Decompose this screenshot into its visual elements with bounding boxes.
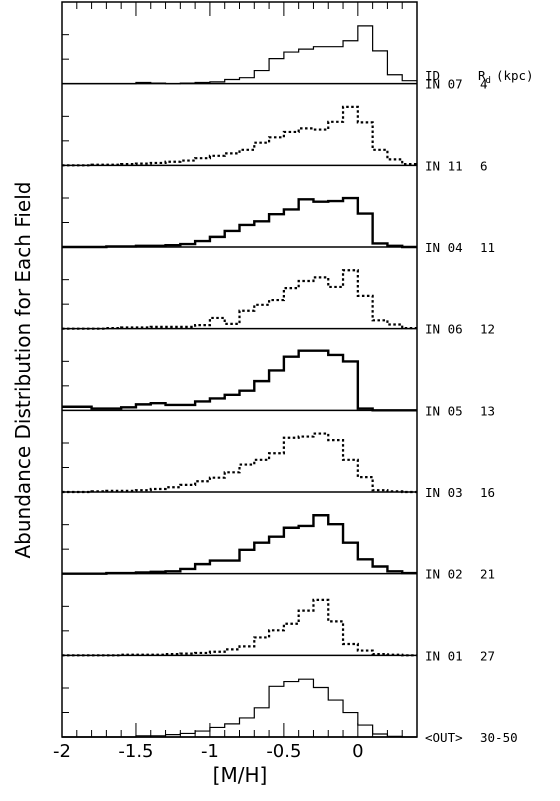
x-axis-label: [M/H] xyxy=(213,763,268,787)
radius-header-symbol: R xyxy=(478,68,486,83)
labels-layer: IN 07 4 IN 11 6 IN 04 11 IN 06 12 IN 05 13 IN 03 16… xyxy=(53,77,518,762)
x-tick-label: -1 xyxy=(201,741,219,762)
radius-header-unit: (kpc) xyxy=(496,68,534,83)
histogram-out xyxy=(62,678,417,738)
field-id-label: IN 03 xyxy=(425,485,463,500)
field-radius-label: 21 xyxy=(480,567,495,582)
field-id-label: IN 04 xyxy=(425,240,463,255)
histogram-in07 xyxy=(62,25,417,85)
y-axis-label: Abundance Distribution for Each Field xyxy=(11,182,35,559)
field-id-label: IN 11 xyxy=(425,158,463,173)
histogram-in01 xyxy=(62,598,417,657)
field-radius-label: 12 xyxy=(480,322,495,337)
x-tick-label: -1.5 xyxy=(118,741,153,762)
radius-header-subscript: d xyxy=(486,76,491,86)
field-radius-label: 4 xyxy=(480,77,488,92)
field-id-label: <OUT> xyxy=(425,730,463,745)
field-radius-label: 30-50 xyxy=(480,730,518,745)
field-id-label: IN 06 xyxy=(425,322,463,337)
field-radius-label: 6 xyxy=(480,158,488,173)
histogram-in06 xyxy=(62,269,417,330)
histogram-in03 xyxy=(62,432,417,494)
histogram-in02 xyxy=(62,514,417,575)
field-radius-label: 27 xyxy=(480,648,495,663)
x-tick-label: -2 xyxy=(53,741,71,762)
x-tick-label: -0.5 xyxy=(266,741,301,762)
x-ticks-layer xyxy=(61,2,418,737)
field-id-label: IN 07 xyxy=(425,77,463,92)
field-radius-label: 11 xyxy=(480,240,495,255)
radius-column-header: Rd (kpc) xyxy=(478,68,534,86)
id-column-header: ID xyxy=(425,68,440,83)
field-radius-label: 13 xyxy=(480,403,495,418)
panels-layer xyxy=(62,25,417,738)
field-id-label: IN 02 xyxy=(425,567,463,582)
field-id-label: IN 05 xyxy=(425,403,463,418)
histogram-in04 xyxy=(62,196,417,249)
field-id-label: IN 01 xyxy=(425,648,463,663)
x-tick-label: 0 xyxy=(352,741,363,762)
plot-frame xyxy=(61,1,418,738)
histogram-in05 xyxy=(62,349,417,412)
field-radius-label: 16 xyxy=(480,485,495,500)
histogram-in11 xyxy=(62,105,417,167)
